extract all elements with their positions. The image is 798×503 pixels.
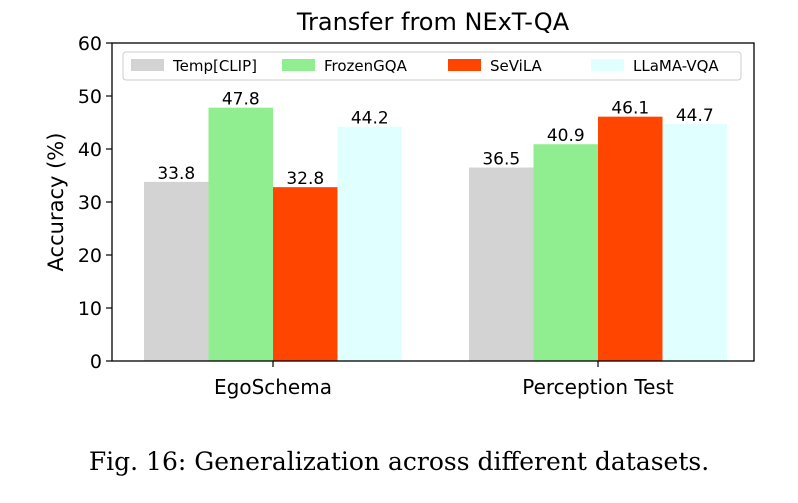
y-tick-label: 60 (78, 33, 102, 55)
y-tick-label: 0 (90, 351, 102, 373)
value-label: 32.8 (286, 169, 324, 189)
legend-box (122, 51, 742, 81)
x-tick-label: Perception Test (522, 375, 674, 399)
legend-label-frozengqa: FrozenGQA (324, 57, 408, 75)
bar-frozengqa-perception-test (533, 144, 598, 361)
value-label: 44.2 (351, 109, 389, 129)
bar-llama-vqa-egoschema (337, 126, 402, 362)
x-axis: EgoSchema Perception Test (214, 361, 674, 399)
bar-llama-vqa-perception-test (662, 124, 727, 361)
legend-swatch-sevila (448, 59, 481, 71)
value-label: 46.1 (611, 99, 649, 119)
bar-temp-clip-egoschema (144, 181, 209, 361)
y-axis-label: Accuracy (%) (44, 133, 68, 272)
y-tick-label: 50 (78, 86, 102, 108)
bar-temp-clip-perception-test (469, 167, 534, 361)
y-tick-label: 40 (78, 139, 102, 161)
y-tick-label: 10 (78, 298, 102, 320)
value-label: 36.5 (482, 150, 520, 170)
legend-swatch-temp-clip (131, 59, 164, 71)
legend-label-sevila: SeViLA (490, 57, 543, 75)
y-axis: 0 10 20 30 40 50 60 (78, 33, 112, 373)
value-label: 40.9 (547, 126, 585, 146)
figure-caption: Fig. 16: Generalization across different… (88, 447, 710, 476)
legend-label-llama-vqa: LLaMA-VQA (633, 57, 719, 75)
value-labels-group: 33.8 47.8 32.8 44.2 36.5 40.9 46.1 44.7 (157, 90, 713, 190)
y-tick-label: 30 (78, 192, 102, 214)
legend-swatch-frozengqa (282, 59, 315, 71)
chart-area: Transfer from NExT-QA Accuracy (%) 33.8 4… (44, 8, 755, 399)
x-tick-label: EgoSchema (214, 375, 332, 399)
chart-title: Transfer from NExT-QA (296, 8, 570, 36)
y-tick-label: 20 (78, 245, 102, 267)
bars-group (144, 107, 727, 362)
bar-frozengqa-egoschema (208, 107, 273, 361)
bar-sevila-egoschema (273, 187, 338, 361)
bar-chart: Transfer from NExT-QA Accuracy (%) 33.8 4… (44, 8, 755, 399)
plot-frame (111, 42, 755, 362)
bar-sevila-perception-test (598, 116, 663, 361)
legend-label-temp-clip: Temp[CLIP] (172, 57, 257, 75)
value-label: 44.7 (676, 106, 714, 126)
value-label: 47.8 (222, 90, 260, 110)
legend: Temp[CLIP] FrozenGQA SeViLA LLaMA-VQA (122, 51, 742, 81)
value-label: 33.8 (157, 164, 195, 184)
legend-swatch-llama-vqa (591, 59, 624, 71)
